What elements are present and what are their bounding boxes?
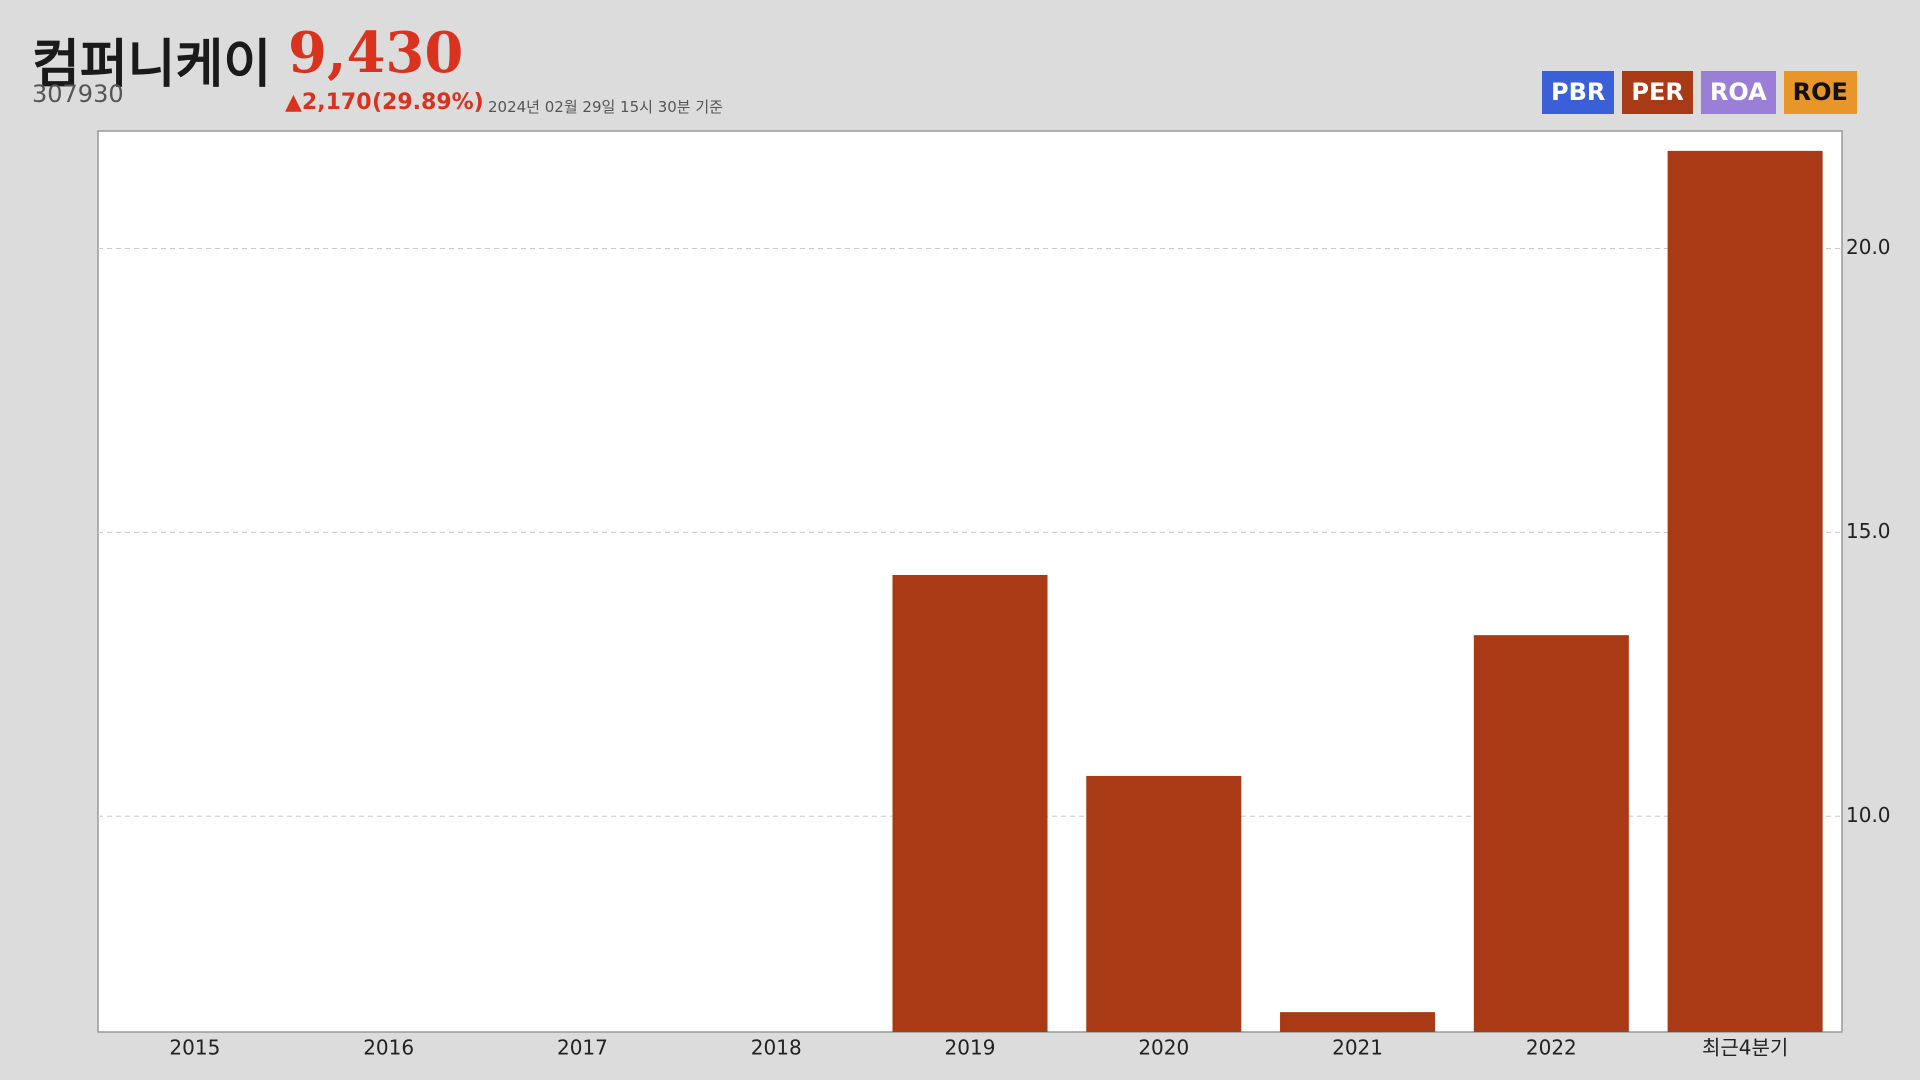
bar [1667, 150, 1823, 1032]
bar [1280, 1012, 1436, 1032]
metric-button[interactable]: PBR [1542, 71, 1615, 114]
metric-button[interactable]: PER [1622, 71, 1693, 114]
x-tick-label: 2020 [1138, 1036, 1189, 1060]
x-tick-label: 2022 [1526, 1036, 1577, 1060]
x-tick-label: 2015 [169, 1036, 220, 1060]
y-tick-label: 20.0 [1846, 235, 1891, 259]
x-tick-label: 2021 [1332, 1036, 1383, 1060]
y-tick-label: 15.0 [1846, 519, 1891, 543]
x-tick-label: 2016 [363, 1036, 414, 1060]
x-tick-label: 2019 [945, 1036, 996, 1060]
x-tick-label: 최근4분기 [1702, 1036, 1788, 1060]
timestamp: 2024년 02월 29일 15시 30분 기준 [488, 98, 723, 116]
x-tick-label: 2017 [557, 1036, 608, 1060]
metric-button[interactable]: ROE [1783, 71, 1857, 114]
company-name: 컴퍼니케이 [32, 35, 272, 95]
x-tick-label: 2018 [751, 1036, 802, 1060]
stock-code: 307930 [32, 80, 124, 108]
price-change: ▲2,170 [285, 90, 372, 115]
y-tick-label: 10.0 [1846, 803, 1891, 827]
metric-button[interactable]: ROA [1700, 71, 1776, 114]
bar [1086, 775, 1242, 1032]
change-rate: (29.89%) [372, 90, 484, 115]
metric-buttons: PBR PER ROA ROE [1542, 71, 1857, 114]
bar [892, 574, 1048, 1032]
price: 9,430 [288, 20, 464, 86]
bar [1473, 635, 1629, 1032]
